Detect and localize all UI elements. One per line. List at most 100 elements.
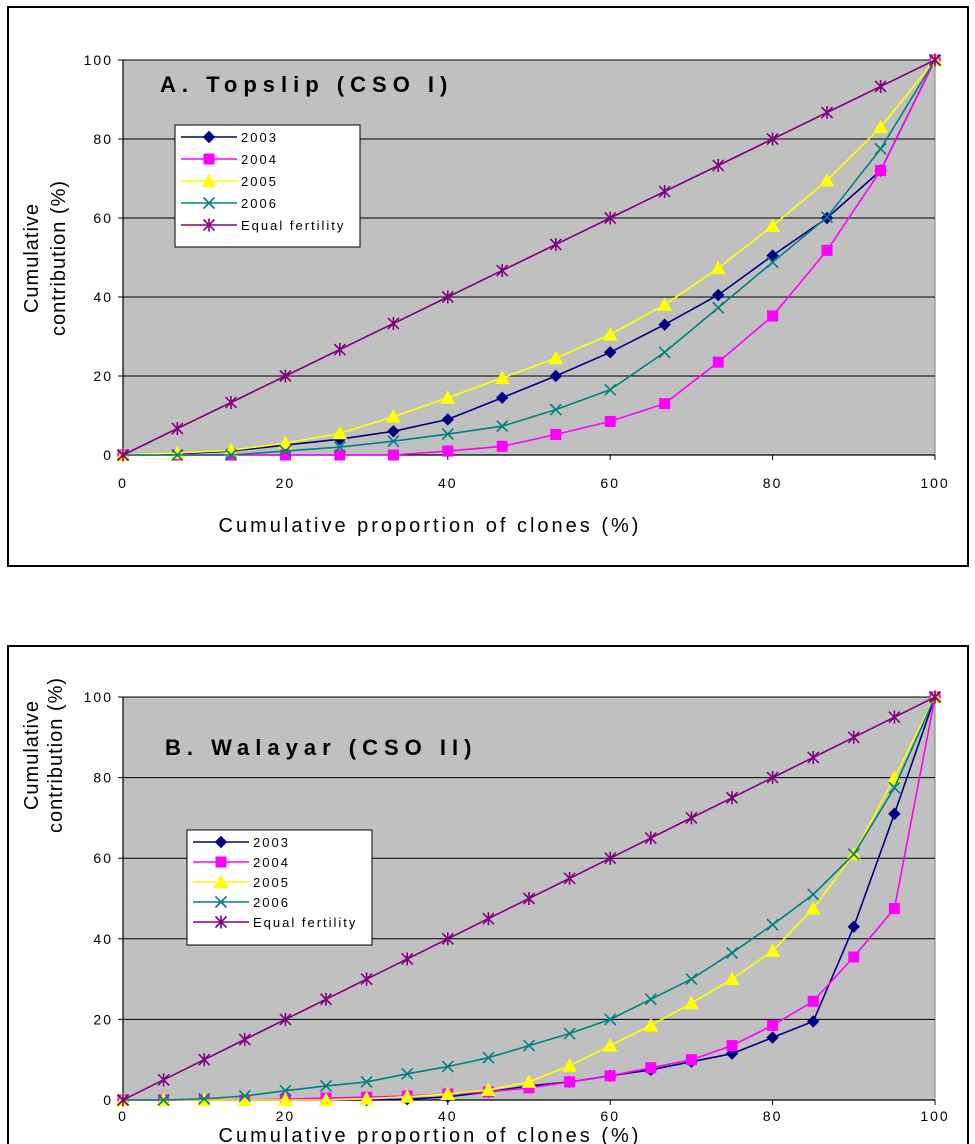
data-point (847, 730, 860, 744)
y-tick-labels-b: 0 20 40 60 80 100 (84, 689, 113, 1108)
y-tick-label: 100 (84, 689, 113, 705)
data-point (657, 297, 672, 311)
data-point (157, 1073, 170, 1087)
data-point (495, 391, 509, 404)
data-point (440, 1086, 456, 1100)
data-point (874, 79, 887, 93)
series-2006 (116, 690, 942, 1107)
data-point (333, 441, 346, 454)
data-point (481, 1082, 496, 1096)
y-tick-label: 20 (93, 368, 113, 384)
data-point (604, 1070, 616, 1082)
data-point (928, 53, 942, 67)
data-point (766, 918, 779, 931)
data-point (602, 326, 618, 341)
data-point (807, 750, 820, 764)
legend-marker (214, 895, 228, 909)
data-point (725, 946, 739, 959)
legend-item: 2006 (181, 196, 278, 211)
data-point (496, 264, 509, 278)
data-point (819, 172, 835, 187)
series-2004 (117, 54, 941, 461)
data-point (888, 903, 900, 915)
data-point (873, 119, 888, 134)
data-point (888, 807, 901, 821)
data-point (807, 888, 820, 901)
data-point (644, 831, 657, 845)
data-point (604, 1013, 617, 1026)
data-point (563, 1027, 576, 1040)
y-axis-label-b-line2: contribution (%) (45, 677, 67, 833)
data-point (658, 318, 671, 331)
legend-item: Equal fertility (181, 218, 345, 233)
legend-a: 2003 2004 2005 2006 Equal fertility (174, 124, 361, 248)
data-point (767, 1019, 779, 1031)
legend-marker (201, 173, 217, 187)
y-axis-label-a-line2: contribution (%) (48, 180, 70, 336)
legend-label: 2004 (253, 855, 290, 870)
data-point (441, 932, 454, 946)
data-point (604, 415, 616, 427)
legend-item: 2004 (193, 855, 290, 870)
legend-label: 2003 (253, 835, 290, 850)
data-point (440, 390, 456, 404)
data-point (442, 445, 454, 457)
data-point (279, 1084, 292, 1097)
data-point (521, 1074, 537, 1088)
data-point (711, 288, 725, 302)
y-tick-label: 40 (93, 931, 113, 947)
data-point (278, 1092, 293, 1106)
legend-marker (202, 218, 216, 232)
data-point (441, 413, 455, 426)
legend-label: 2006 (241, 196, 278, 211)
data-point (401, 1067, 414, 1080)
data-point (116, 1093, 130, 1107)
data-point (550, 428, 562, 440)
data-point (726, 1040, 738, 1052)
legend-label: 2005 (253, 875, 290, 890)
data-point (482, 1051, 495, 1064)
data-point (198, 1092, 211, 1105)
data-point (224, 395, 238, 409)
data-point (319, 992, 333, 1006)
data-point (224, 448, 238, 462)
data-point (847, 920, 861, 933)
data-point (157, 1093, 170, 1107)
legend-marker (203, 153, 215, 165)
data-point (496, 420, 509, 433)
data-point (387, 449, 399, 461)
data-point (658, 346, 671, 359)
data-point (318, 1092, 334, 1106)
legend-item: 2005 (181, 173, 276, 189)
legend-item: 2006 (193, 895, 288, 910)
data-point (279, 1012, 292, 1026)
data-point (386, 409, 401, 423)
data-point (712, 356, 724, 368)
data-point (401, 952, 414, 966)
y-tick-label: 100 (84, 52, 113, 68)
data-point (685, 811, 698, 825)
data-point (604, 383, 617, 396)
x-axis-label-b: Cumulative proportion of clones (%) (219, 1125, 642, 1144)
data-point (659, 398, 671, 410)
legend-label: Equal fertility (241, 218, 345, 233)
data-point (441, 290, 454, 304)
data-point (847, 848, 860, 861)
data-point (767, 310, 779, 322)
data-point (319, 1079, 333, 1092)
data-point (765, 943, 780, 957)
y-tick-label: 20 (93, 1011, 113, 1027)
data-point (766, 256, 779, 269)
legend-label: 2003 (241, 130, 278, 145)
data-point (360, 1075, 373, 1088)
data-point (765, 218, 780, 232)
y-tick-label: 0 (103, 447, 113, 463)
data-point (766, 771, 779, 785)
y-tick-labels-a: 0 20 40 60 80 100 (84, 52, 113, 463)
data-point (603, 346, 617, 359)
data-point (549, 403, 562, 416)
data-point (387, 435, 400, 448)
data-point (645, 1062, 657, 1074)
data-point (359, 1091, 374, 1105)
